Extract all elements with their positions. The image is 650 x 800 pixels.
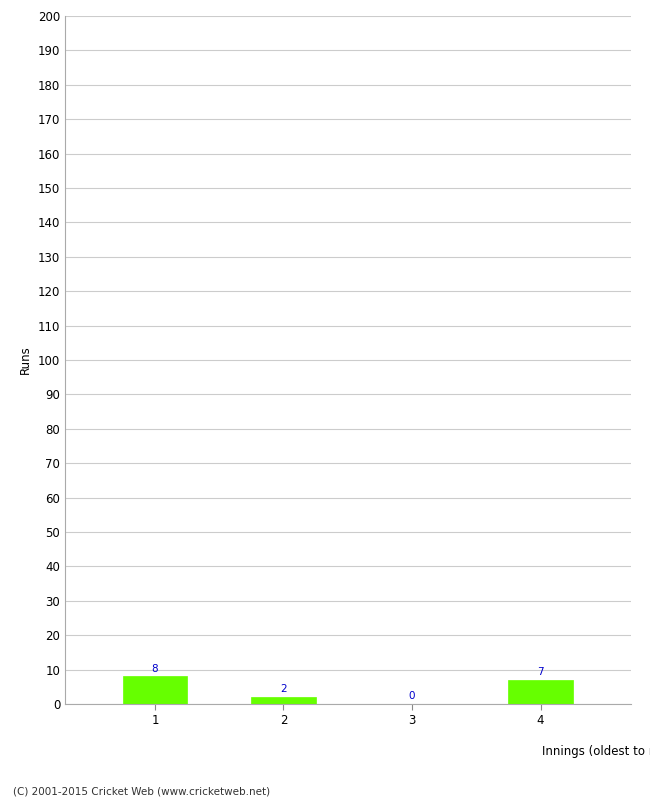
Bar	[123, 677, 187, 704]
Text: 2: 2	[280, 684, 287, 694]
X-axis label: Innings (oldest to newest): Innings (oldest to newest)	[542, 746, 650, 758]
Text: 8: 8	[151, 664, 159, 674]
Text: (C) 2001-2015 Cricket Web (www.cricketweb.net): (C) 2001-2015 Cricket Web (www.cricketwe…	[13, 786, 270, 796]
Y-axis label: Runs: Runs	[20, 346, 32, 374]
Bar	[252, 697, 316, 704]
Bar	[508, 680, 573, 704]
Text: 0: 0	[409, 691, 415, 702]
Text: 7: 7	[537, 667, 544, 677]
